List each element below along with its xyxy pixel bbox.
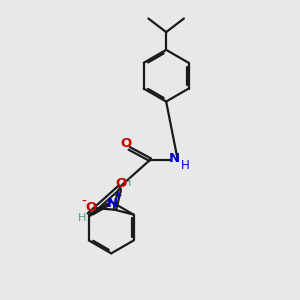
Text: N: N [107, 197, 118, 211]
Text: O: O [85, 201, 96, 214]
Text: H: H [122, 178, 131, 188]
Text: N: N [168, 152, 179, 165]
Text: H: H [78, 214, 86, 224]
Text: O: O [116, 177, 127, 190]
Text: H: H [181, 159, 190, 172]
Text: +: + [114, 191, 122, 201]
Text: O: O [120, 137, 132, 150]
Text: -: - [82, 195, 87, 209]
